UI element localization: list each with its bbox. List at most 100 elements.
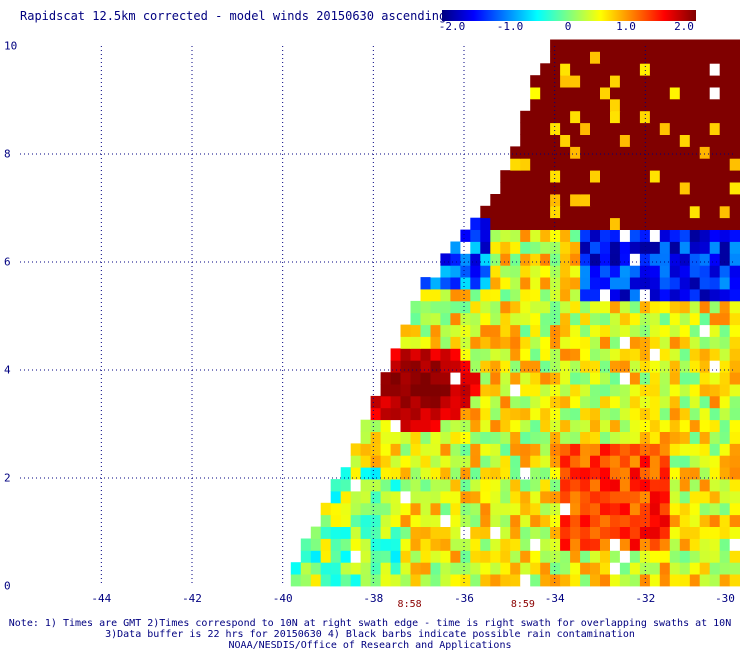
heatmap-cell (580, 562, 591, 575)
heatmap-cell (380, 467, 391, 480)
heatmap-cell (619, 514, 631, 527)
heatmap-cell (689, 360, 701, 373)
heatmap-cell (580, 182, 591, 195)
heatmap-cell (500, 372, 511, 385)
heatmap-cell (570, 431, 581, 444)
heatmap-cell (590, 51, 601, 64)
heatmap-cell (530, 146, 541, 159)
heatmap-cell (689, 170, 701, 183)
heatmap-cell (380, 372, 391, 385)
heatmap-cell (619, 75, 631, 88)
heatmap-cell (689, 491, 701, 504)
heatmap-cell (470, 277, 481, 290)
heatmap-cell (590, 182, 601, 195)
heatmap-cell (679, 467, 691, 480)
heatmap-cell (320, 502, 332, 516)
heatmap-cell (639, 300, 651, 314)
heatmap-cell (649, 443, 661, 456)
heatmap-cell (679, 443, 691, 456)
heatmap-cell (600, 431, 611, 444)
heatmap-cell (699, 562, 711, 575)
heatmap-cell (709, 360, 721, 373)
heatmap-cell (679, 550, 691, 563)
heatmap-cell (719, 562, 731, 575)
heatmap-cell (500, 182, 511, 195)
heatmap-cell (729, 550, 740, 563)
heatmap-cell (659, 526, 671, 539)
heatmap-cell (659, 312, 671, 326)
heatmap-cell (600, 63, 611, 76)
heatmap-cell (619, 51, 631, 64)
heatmap-cell (470, 372, 481, 385)
heatmap-cell (580, 75, 591, 88)
heatmap-cell (729, 491, 740, 504)
heatmap-cell (400, 479, 411, 492)
heatmap-cell (619, 39, 631, 52)
heatmap-cell (729, 205, 740, 219)
heatmap-cell (600, 526, 611, 539)
heatmap-cell (600, 122, 611, 135)
heatmap-cell (580, 122, 591, 135)
heatmap-cell (500, 312, 511, 326)
heatmap-cell (590, 205, 601, 219)
heatmap-cell (709, 277, 721, 290)
heatmap-cell (629, 98, 641, 112)
heatmap-cell (560, 479, 571, 492)
heatmap-cell (659, 514, 671, 527)
heatmap-cell (729, 372, 740, 385)
heatmap-cell (729, 241, 740, 254)
heatmap-cell (669, 419, 681, 432)
heatmap-cell (729, 289, 740, 302)
heatmap-cell (610, 253, 621, 266)
colorbar-tick-label: 1.0 (616, 20, 636, 33)
heatmap-cell (580, 87, 591, 100)
heatmap-cell (629, 241, 641, 254)
heatmap-cell (659, 491, 671, 504)
heatmap-cell (290, 574, 302, 587)
heatmap-cell (360, 574, 371, 587)
heatmap-cell (689, 419, 701, 432)
heatmap-cell (699, 407, 711, 421)
heatmap-cell (580, 277, 591, 290)
heatmap-cell (550, 419, 561, 432)
heatmap-cell (480, 514, 491, 527)
heatmap-cell (600, 300, 611, 314)
heatmap-cell (669, 75, 681, 88)
heatmap-cell (520, 336, 531, 349)
heatmap-cell (669, 467, 681, 480)
heatmap-cell (639, 419, 651, 432)
heatmap-cell (440, 312, 451, 326)
heatmap-cell (699, 348, 711, 361)
heatmap-cell (600, 419, 611, 432)
heatmap-cell (420, 372, 431, 385)
heatmap-cell (709, 110, 721, 124)
heatmap-cell (380, 562, 391, 575)
heatmap-cell (560, 407, 571, 421)
heatmap-cell (699, 229, 711, 242)
heatmap-cell (510, 146, 521, 159)
heatmap-cell (330, 502, 342, 516)
heatmap-cell (669, 122, 681, 135)
heatmap-cell (440, 467, 451, 480)
heatmap-cell (629, 253, 641, 266)
heatmap-cell (570, 51, 581, 64)
heatmap-cell (560, 75, 571, 88)
heatmap-cell (550, 205, 561, 219)
heatmap-cell (619, 384, 631, 397)
heatmap-cell (699, 514, 711, 527)
heatmap-cell (490, 253, 501, 266)
heatmap-cell (649, 146, 661, 159)
heatmap-cell (619, 467, 631, 480)
heatmap-cell (460, 265, 471, 278)
heatmap-cell (699, 182, 711, 195)
heatmap-cell (600, 98, 611, 112)
heatmap-cell (520, 348, 531, 361)
heatmap-cell (470, 574, 481, 587)
heatmap-cell (360, 550, 371, 563)
heatmap-cell (430, 479, 441, 492)
note-line-1: Note: 1) Times are GMT 2)Times correspon… (8, 618, 732, 629)
heatmap-cell (619, 419, 631, 432)
heatmap-cell (590, 63, 601, 76)
heatmap-cell (470, 550, 481, 563)
